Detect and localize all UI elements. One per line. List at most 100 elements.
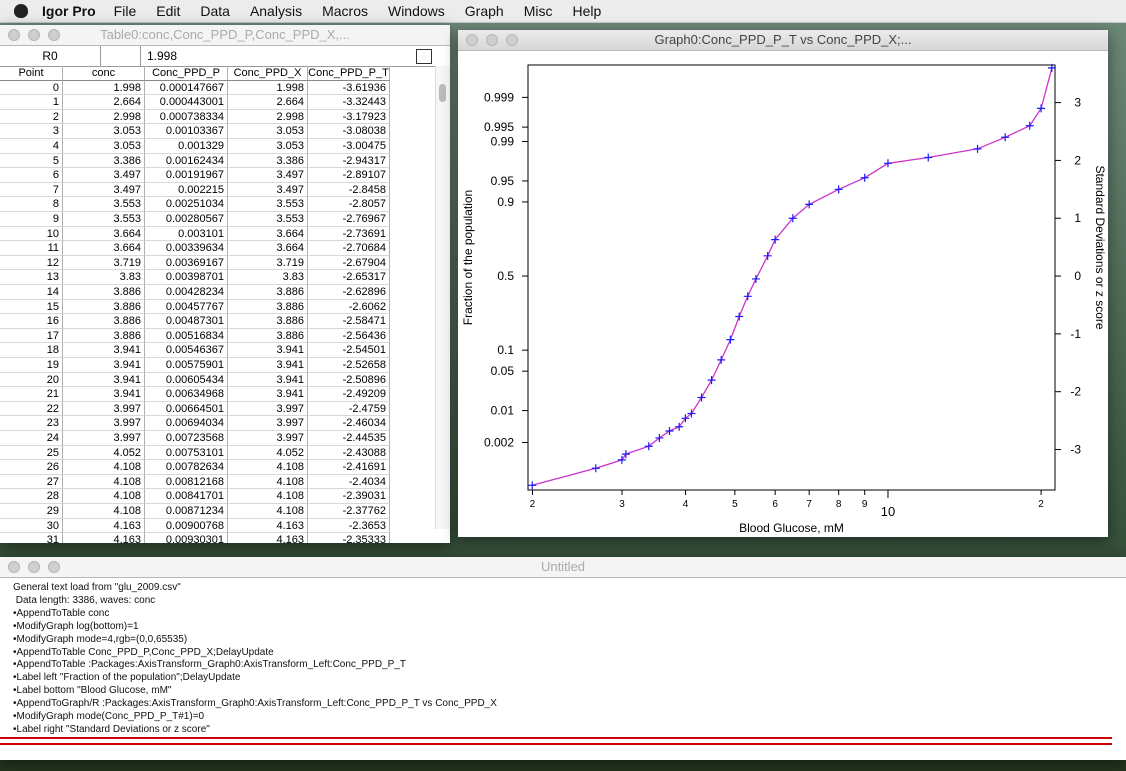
table-cell: 0.00487301 <box>145 314 228 329</box>
table-cell: 3.664 <box>228 226 308 242</box>
table-row: 6 3.497 0.00191967 3.497 -2.89107 <box>0 168 390 183</box>
zoom-button[interactable] <box>48 29 60 41</box>
table-row: 13 3.83 0.00398701 3.83 -2.65317 <box>0 270 390 285</box>
table-cell: 6 <box>0 168 63 183</box>
close-button[interactable] <box>8 29 20 41</box>
history-line: •Label bottom "Blood Glucose, mM" <box>13 685 172 697</box>
y2-tick-label: -3 <box>1070 443 1081 457</box>
zoom-button[interactable] <box>506 34 518 46</box>
marker <box>591 464 600 473</box>
dropdown[interactable] <box>416 49 432 64</box>
apple-menu[interactable] <box>14 4 28 18</box>
marker <box>621 450 630 459</box>
history-line: •AppendToTable conc <box>13 607 110 619</box>
menu-item[interactable]: Graph <box>464 3 504 19</box>
table-cell: 3.553 <box>63 212 145 227</box>
table-cell: 3.497 <box>63 168 145 183</box>
table-cell: 8 <box>0 197 63 212</box>
command-window: Untitled General text load from "glu_200… <box>0 557 1126 760</box>
table-cell: 3.053 <box>228 124 308 139</box>
menu-item[interactable]: Help <box>572 3 602 19</box>
table-row: 27 4.108 0.00812168 4.108 -2.4034 <box>0 474 390 490</box>
table-cell: -2.54501 <box>308 343 390 358</box>
menu-item[interactable]: File <box>113 3 137 19</box>
close-button[interactable] <box>8 561 20 573</box>
y-tick-label: 0.995 <box>484 120 514 134</box>
menu-item[interactable]: Macros <box>322 3 368 19</box>
table-cell: 3.997 <box>63 431 145 446</box>
table-cell: 19 <box>0 358 63 373</box>
menu-item[interactable]: Misc <box>523 3 553 19</box>
marker <box>860 173 869 182</box>
table-cell: -2.49209 <box>308 387 390 402</box>
minimize-button[interactable] <box>28 29 40 41</box>
x-tick-label: 4 <box>683 499 689 510</box>
table-cell: 17 <box>0 328 63 344</box>
table-cell: 3.997 <box>228 416 308 431</box>
menu-item[interactable]: Data <box>200 3 230 19</box>
table-cell: 3.553 <box>63 197 145 212</box>
history-line: •ModifyGraph mode=4,rgb=(0,0,65535) <box>13 633 188 645</box>
x-tick-label: 8 <box>836 499 842 510</box>
table-cell: 3.664 <box>63 226 145 242</box>
graph-window: Graph0:Conc_PPD_P_T vs Conc_PPD_X;... 2 3… <box>458 30 1108 537</box>
table-cell: 3.053 <box>228 139 308 154</box>
table-cell: 0.00280567 <box>145 212 228 227</box>
marker <box>681 414 690 423</box>
marker <box>675 422 684 431</box>
table-cell: 18 <box>0 343 63 358</box>
cell-value[interactable]: 1.998 <box>140 46 407 66</box>
table-cell: 0.00634968 <box>145 387 228 402</box>
marker <box>1037 104 1046 113</box>
table-cell: -2.8057 <box>308 197 390 212</box>
table-row: 24 3.997 0.00723568 3.997 -2.44535 <box>0 431 390 446</box>
x-tick-label: 7 <box>806 499 812 510</box>
zoom-button[interactable] <box>48 561 60 573</box>
table-cell: 3.941 <box>228 358 308 373</box>
table-cell: 0.00339634 <box>145 241 228 256</box>
table-cell: -2.39031 <box>308 489 390 504</box>
table-cell: 4.163 <box>63 518 145 534</box>
marker <box>735 312 744 321</box>
table-cell: 4.163 <box>63 533 145 543</box>
y-tick-label: 0.002 <box>484 435 514 449</box>
menu-item[interactable]: Edit <box>156 3 181 19</box>
table-cell: 2.998 <box>63 109 145 125</box>
table-cell: 13 <box>0 270 63 285</box>
window-title: Table0:conc,Conc_PPD_P,Conc_PPD_X,... <box>100 27 350 42</box>
table-row: 2 2.998 0.000738334 2.998 -3.17923 <box>0 109 390 125</box>
menu-item[interactable]: Analysis <box>249 3 303 19</box>
table-cell: 3.497 <box>63 182 145 198</box>
app-menu[interactable]: Igor Pro <box>42 3 96 19</box>
table-cell: 3.553 <box>228 212 308 227</box>
y-tick-label: 0.99 <box>491 135 515 149</box>
table-cell: 21 <box>0 387 63 402</box>
y-tick-label: 0.5 <box>497 269 514 283</box>
column-header: Conc_PPD_P <box>145 66 228 81</box>
minimize-button[interactable] <box>28 561 40 573</box>
table-cell: 4.163 <box>228 533 308 543</box>
table-cell: 3.997 <box>63 401 145 417</box>
table-row: 17 3.886 0.00516834 3.886 -2.56436 <box>0 328 390 344</box>
table-cell: 4.108 <box>63 489 145 504</box>
table-row: 31 4.163 0.00930301 4.163 -2.35333 <box>0 533 390 543</box>
minimize-button[interactable] <box>486 34 498 46</box>
close-button[interactable] <box>466 34 478 46</box>
header-row: Point conc Conc_PPD_P Conc_PPD_X Conc_PPD_P_… <box>0 66 390 81</box>
menubar: Igor Pro File Edit Data Analysis Macros Windo… <box>0 0 1126 23</box>
scrollbar[interactable] <box>435 66 450 529</box>
table-row: 12 3.719 0.00369167 3.719 -2.67904 <box>0 255 390 271</box>
table-cell: 0.00871234 <box>145 504 228 519</box>
menu-item[interactable]: Windows <box>387 3 445 19</box>
y-axis-label: Fraction of the population <box>461 190 475 325</box>
table-cell: 3.941 <box>63 343 145 358</box>
table-cell: 0.00930301 <box>145 533 228 543</box>
table-cell: 4 <box>0 139 63 154</box>
marker <box>617 455 626 464</box>
table-cell: -2.89107 <box>308 168 390 183</box>
table-cell: 3.886 <box>228 285 308 300</box>
table-cell: 28 <box>0 489 63 504</box>
table-cell: -2.35333 <box>308 533 390 543</box>
table-row: 22 3.997 0.00664501 3.997 -2.4759 <box>0 401 390 417</box>
history-line: General text load from "glu_2009.csv" <box>13 582 181 593</box>
